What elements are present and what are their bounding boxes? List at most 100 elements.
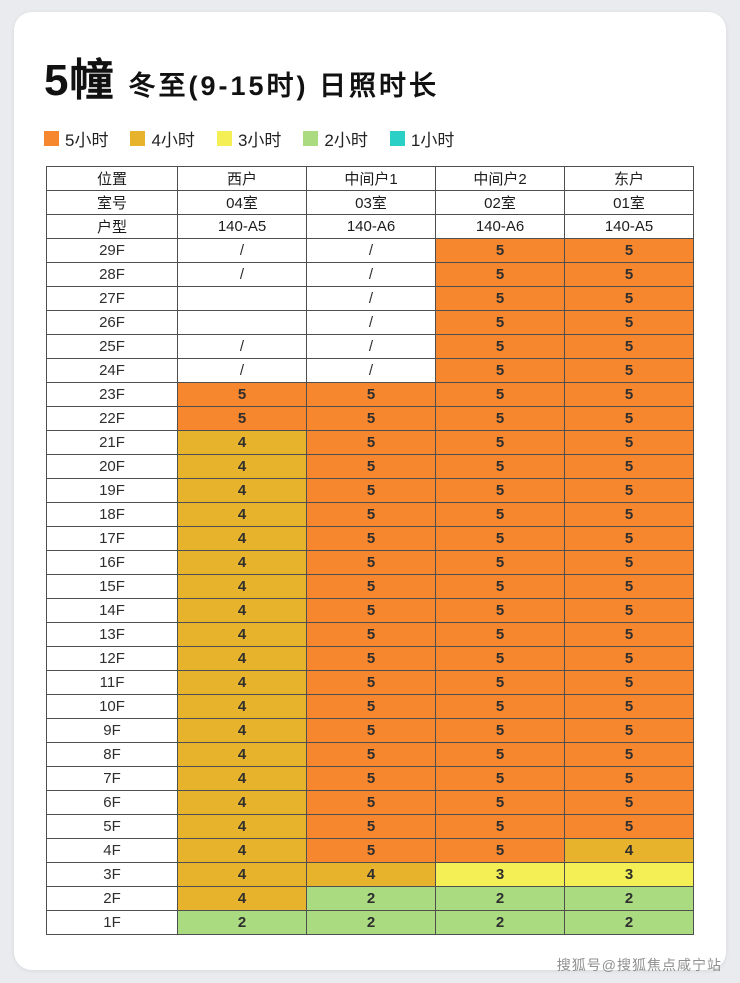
header-row: 户型 140-A5 140-A6 140-A6 140-A5 <box>46 214 694 239</box>
floor-row: 7F 4 5 5 5 <box>46 766 694 791</box>
floor-row: 9F 4 5 5 5 <box>46 718 694 743</box>
floor-label: 19F <box>46 478 178 503</box>
value-cell: 5 <box>306 646 436 671</box>
value-cell: 4 <box>177 550 307 575</box>
floor-row: 26F/5 5 <box>46 310 694 335</box>
floor-row: 23F 5 5 5 5 <box>46 382 694 407</box>
floor-row: 12F 4 5 5 5 <box>46 646 694 671</box>
value-cell: 4 <box>177 862 307 887</box>
value-cell: 5 <box>435 790 565 815</box>
floor-label: 24F <box>46 358 178 383</box>
floor-label: 23F <box>46 382 178 407</box>
value-cell: 4 <box>177 502 307 527</box>
value-cell: 5 <box>564 694 694 719</box>
value-cell: 3 <box>435 862 565 887</box>
value-cell: / <box>306 286 436 311</box>
value-cell: 5 <box>435 238 565 263</box>
value-cell: 4 <box>177 454 307 479</box>
floor-row: 21F 4 5 5 5 <box>46 430 694 455</box>
value-cell: 4 <box>177 694 307 719</box>
floor-label: 13F <box>46 622 178 647</box>
value-cell: 5 <box>306 406 436 431</box>
value-cell: 4 <box>177 718 307 743</box>
floor-label: 17F <box>46 526 178 551</box>
value-cell: 5 <box>306 790 436 815</box>
value-cell: 4 <box>177 814 307 839</box>
value-cell: / <box>306 238 436 263</box>
legend-item: 4小时 <box>130 126 195 151</box>
value-cell: 4 <box>177 430 307 455</box>
value-cell: 5 <box>306 574 436 599</box>
header-row: 位置 西户 中间户1 中间户2 东户 <box>46 166 694 191</box>
floor-row: 6F 4 5 5 5 <box>46 790 694 815</box>
header-label-cell: 室号 <box>46 190 178 215</box>
value-cell: 5 <box>435 262 565 287</box>
legend-label: 2小时 <box>324 131 368 150</box>
value-cell: 5 <box>177 406 307 431</box>
value-cell: 5 <box>564 334 694 359</box>
value-cell: 5 <box>306 694 436 719</box>
value-cell: 5 <box>564 526 694 551</box>
value-cell: 5 <box>306 382 436 407</box>
value-cell: 5 <box>564 814 694 839</box>
legend-swatch-icon <box>130 131 146 146</box>
floor-row: 14F 4 5 5 5 <box>46 598 694 623</box>
value-cell: / <box>306 262 436 287</box>
value-cell: 5 <box>564 310 694 335</box>
value-cell: 5 <box>306 478 436 503</box>
value-cell: 5 <box>564 718 694 743</box>
value-cell: 5 <box>435 550 565 575</box>
value-cell: 5 <box>564 574 694 599</box>
value-cell: 5 <box>564 766 694 791</box>
legend-swatch-icon <box>44 131 59 146</box>
value-cell: 5 <box>564 670 694 695</box>
legend-label: 4小时 <box>151 131 195 150</box>
value-cell: / <box>177 238 307 263</box>
floor-label: 11F <box>46 670 178 695</box>
value-cell: 5 <box>435 598 565 623</box>
legend-swatch-icon <box>216 131 232 146</box>
floor-label: 28F <box>46 262 178 287</box>
value-cell: 5 <box>564 646 694 671</box>
value-cell: 5 <box>306 622 436 647</box>
value-cell: 5 <box>435 286 565 311</box>
header-cell: 东户 <box>564 166 694 191</box>
legend-item: 1小时 <box>389 126 454 151</box>
floor-row: 16F 4 5 5 5 <box>46 550 694 575</box>
value-cell: 4 <box>564 838 694 863</box>
value-cell: 5 <box>564 622 694 647</box>
header-row: 室号 04室 03室 02室 01室 <box>46 190 694 215</box>
value-cell: 5 <box>564 430 694 455</box>
floor-row: 11F 4 5 5 5 <box>46 670 694 695</box>
floor-label: 12F <box>46 646 178 671</box>
value-cell: / <box>306 358 436 383</box>
title-subtitle: 冬至(9-15时) 日照时长 <box>128 71 440 101</box>
floor-label: 8F <box>46 742 178 767</box>
floor-row: 3F 4 4 3 3 <box>46 862 694 887</box>
value-cell: 5 <box>306 742 436 767</box>
content-card: 5幢 冬至(9-15时) 日照时长 5小时 4小时 3小时 2小时 1小时 位置 西户 中间… <box>14 12 726 970</box>
value-cell: 5 <box>435 718 565 743</box>
floor-row: 29F //5 5 <box>46 238 694 263</box>
floor-label: 25F <box>46 334 178 359</box>
value-cell: 5 <box>564 742 694 767</box>
value-cell: 5 <box>306 814 436 839</box>
value-cell: 5 <box>435 814 565 839</box>
value-cell: 2 <box>306 886 436 911</box>
floor-label: 26F <box>46 310 178 335</box>
value-cell: 3 <box>564 862 694 887</box>
value-cell: 5 <box>435 334 565 359</box>
value-cell <box>177 286 307 311</box>
legend-item: 5小时 <box>44 126 108 151</box>
value-cell: 4 <box>177 886 307 911</box>
value-cell: 2 <box>177 910 307 935</box>
floor-row: 5F 4 5 5 5 <box>46 814 694 839</box>
value-cell: 5 <box>435 430 565 455</box>
floor-row: 15F 4 5 5 5 <box>46 574 694 599</box>
value-cell: 4 <box>177 574 307 599</box>
value-cell: 5 <box>435 766 565 791</box>
value-cell: / <box>306 334 436 359</box>
floor-label: 21F <box>46 430 178 455</box>
header-cell: 西户 <box>177 166 307 191</box>
value-cell: 2 <box>564 886 694 911</box>
